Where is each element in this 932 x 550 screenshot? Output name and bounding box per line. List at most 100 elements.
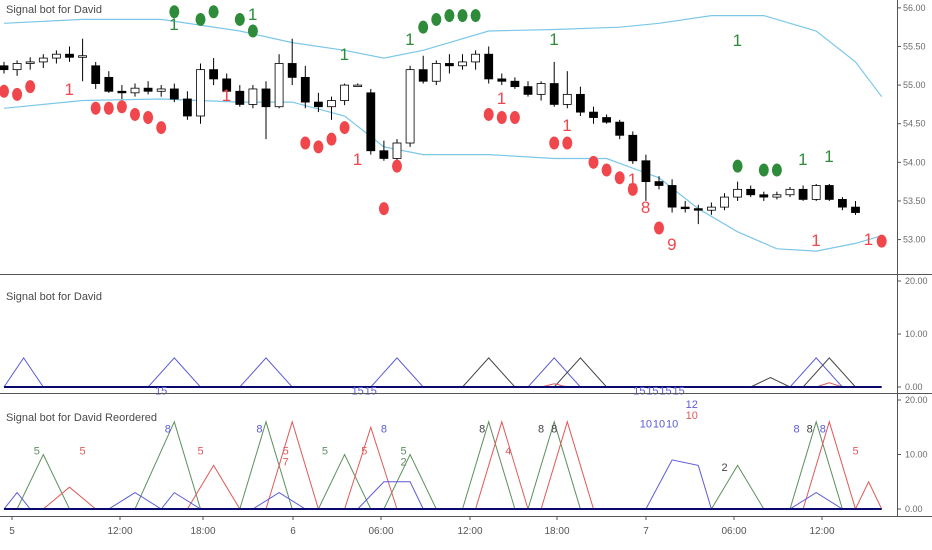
candle-up xyxy=(772,194,782,198)
candle-down xyxy=(65,53,74,58)
candle xyxy=(130,83,140,97)
oscillator-count-label: 10 xyxy=(653,418,665,430)
candle xyxy=(680,200,690,213)
candle xyxy=(287,38,297,86)
buy-count-label: 1 xyxy=(169,15,178,34)
candle xyxy=(589,106,598,124)
candle-down xyxy=(798,188,808,200)
candle xyxy=(707,202,716,215)
oscillator-count-label: 8 xyxy=(538,424,544,436)
buy-signal-dot xyxy=(208,5,219,19)
oscillator-count-label: 2 xyxy=(400,456,406,468)
candle xyxy=(222,73,232,95)
sell-count-label: 1 xyxy=(222,86,231,105)
candle-up xyxy=(25,61,35,64)
oscillator-count-label: 5 xyxy=(283,446,289,458)
candle xyxy=(235,85,245,107)
candle-down xyxy=(418,69,428,82)
sell-signal-dot xyxy=(300,136,311,150)
sell-signal-dot xyxy=(90,101,101,115)
candle xyxy=(602,114,611,124)
sell-count-label: 1 xyxy=(497,89,506,108)
candle-up xyxy=(130,87,140,94)
candle xyxy=(536,81,546,101)
candle-up xyxy=(536,83,546,95)
oscillator-count-label: 15 xyxy=(633,386,645,398)
buy-signal-dot xyxy=(234,12,245,26)
candle xyxy=(772,191,782,200)
candle xyxy=(431,60,441,86)
candle-up xyxy=(562,93,572,105)
candle xyxy=(851,200,860,215)
oscillator-count-label: 10 xyxy=(640,418,652,430)
buy-count-label: 1 xyxy=(798,150,807,169)
candle xyxy=(196,63,205,124)
candle xyxy=(510,77,520,89)
sell-signal-dot xyxy=(0,84,9,98)
oscillator-count-label: 5 xyxy=(400,446,406,458)
candle-up xyxy=(458,61,467,67)
candle-up xyxy=(431,63,441,82)
candle-down xyxy=(169,88,179,100)
sell-count-label: 1 xyxy=(65,80,74,99)
candle xyxy=(628,131,638,164)
candle xyxy=(733,181,742,201)
candle-down xyxy=(379,150,389,159)
oscillator-count-label: 5 xyxy=(852,446,858,458)
sell-signal-dot xyxy=(130,107,140,121)
sell-signal-dot xyxy=(313,140,324,154)
sell-signal-dot xyxy=(12,87,23,101)
candle xyxy=(824,183,834,201)
candle xyxy=(641,154,651,201)
oscillator-count-label: 8 xyxy=(820,424,826,436)
candle xyxy=(12,60,22,76)
candle-up xyxy=(156,88,166,92)
buy-signal-dot xyxy=(732,159,743,173)
candle xyxy=(418,55,428,84)
candle xyxy=(458,54,467,70)
candle-up xyxy=(52,53,61,59)
candle xyxy=(353,83,363,87)
sell-signal-dot xyxy=(562,136,573,150)
candle-down xyxy=(693,208,703,211)
sell-signal-dot xyxy=(601,163,612,177)
candle xyxy=(327,96,336,120)
y-tick-label: 10.00 xyxy=(905,329,928,339)
candle xyxy=(65,46,74,62)
candle-up xyxy=(785,188,795,196)
candle-up xyxy=(811,185,821,200)
candle-up xyxy=(274,63,284,108)
candle-down xyxy=(602,117,611,123)
y-tick-label: 55.50 xyxy=(903,41,926,51)
candle xyxy=(182,91,192,120)
oscillator-count-label: 15 xyxy=(673,386,685,398)
candle xyxy=(248,85,258,109)
sell-signal-dot xyxy=(392,159,402,173)
y-tick-label: 20.00 xyxy=(905,276,928,286)
candle xyxy=(392,139,402,163)
candle xyxy=(261,81,271,140)
candle-down xyxy=(549,83,559,105)
oscillator-count-label: 8 xyxy=(793,424,799,436)
oscillator-pane xyxy=(3,357,882,388)
y-tick-label: 53.00 xyxy=(903,235,926,245)
candle-down xyxy=(497,78,507,82)
sell-signal-dot xyxy=(339,121,350,135)
candle xyxy=(379,140,389,161)
candle-down xyxy=(484,53,494,80)
candle xyxy=(209,58,219,86)
x-tick-label: 18:00 xyxy=(190,526,215,537)
candle xyxy=(562,71,572,109)
candle-down xyxy=(824,185,834,200)
oscillator-line xyxy=(3,357,843,388)
buy-signal-dot xyxy=(457,9,468,23)
sell-count-label: 1 xyxy=(628,170,637,189)
candle xyxy=(693,204,703,225)
sell-signal-dot xyxy=(483,107,494,121)
sell-signal-dot xyxy=(614,171,625,185)
candle xyxy=(340,83,350,106)
oscillator-count-label: 8 xyxy=(256,424,262,436)
oscillator-line xyxy=(16,420,843,510)
candle xyxy=(52,50,61,64)
candle-down xyxy=(287,63,297,78)
